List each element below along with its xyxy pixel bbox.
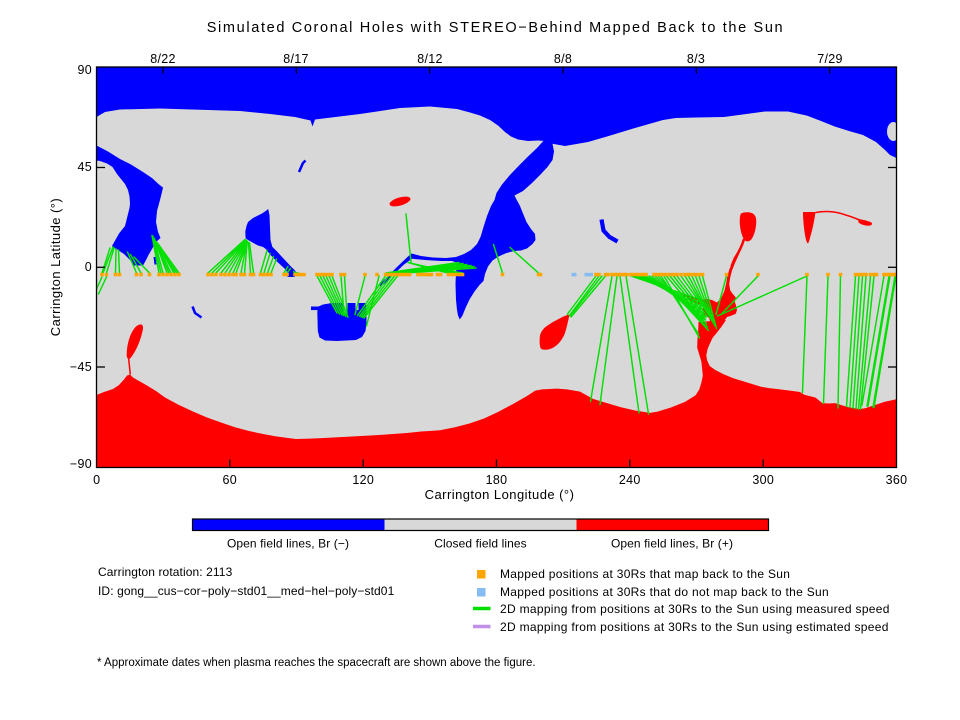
svg-text:Carrington rotation: 2113: Carrington rotation: 2113 [98,565,233,579]
svg-text:8/22: 8/22 [150,52,176,66]
svg-text:0: 0 [85,260,92,274]
svg-text:Mapped positions at 30Rs that: Mapped positions at 30Rs that do not map… [500,585,829,599]
svg-text:8/17: 8/17 [283,52,309,66]
svg-text:* Approximate dates when plasm: * Approximate dates when plasma reaches … [97,657,536,669]
svg-text:Mapped positions at 30Rs that: Mapped positions at 30Rs that map back t… [500,567,790,581]
svg-text:180: 180 [486,473,508,487]
svg-text:ID: gong__cus−cor−poly−std01__: ID: gong__cus−cor−poly−std01__med−hel−po… [98,584,395,598]
svg-text:360: 360 [886,473,908,487]
svg-text:8/12: 8/12 [417,52,443,66]
svg-text:60: 60 [223,473,238,487]
svg-text:2D mapping from positions at 3: 2D mapping from positions at 30Rs to the… [500,602,890,616]
svg-text:120: 120 [352,473,374,487]
svg-text:−90: −90 [70,457,92,471]
svg-text:2D mapping from positions at 3: 2D mapping from positions at 30Rs to the… [500,620,889,634]
svg-text:45: 45 [77,160,92,174]
svg-text:0: 0 [93,473,100,487]
svg-text:Carrington Longitude (°): Carrington Longitude (°) [425,487,575,502]
svg-text:Carrington Latitude (°): Carrington Latitude (°) [48,198,63,336]
svg-text:Open field lines, Br (−): Open field lines, Br (−) [227,537,349,551]
svg-text:300: 300 [752,473,774,487]
svg-text:90: 90 [77,63,92,77]
svg-text:Closed field lines: Closed field lines [434,537,527,551]
svg-text:8/3: 8/3 [687,52,705,66]
svg-text:8/8: 8/8 [554,52,572,66]
svg-text:−45: −45 [70,360,92,374]
svg-text:7/29: 7/29 [817,52,843,66]
svg-text:Open field lines, Br (+): Open field lines, Br (+) [611,537,733,551]
svg-text:Simulated Coronal Holes with S: Simulated Coronal Holes with STEREO−Behi… [207,20,785,36]
svg-text:240: 240 [619,473,641,487]
